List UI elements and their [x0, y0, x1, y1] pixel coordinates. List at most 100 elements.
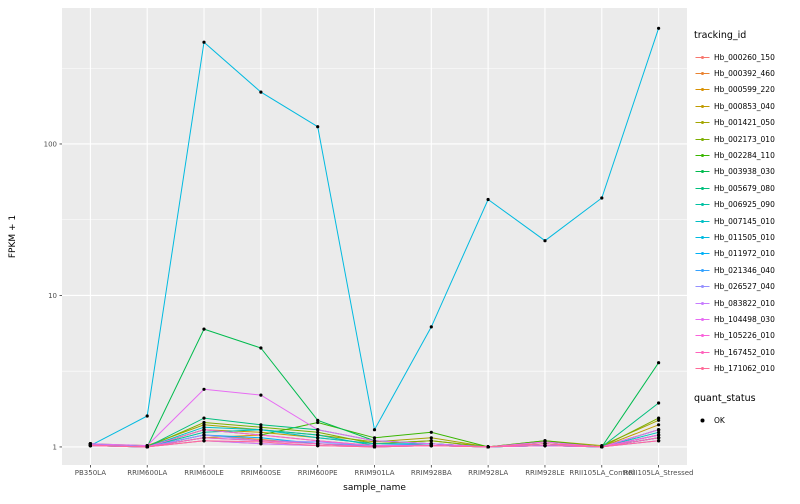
data-point — [316, 433, 320, 437]
legend-entry-label: Hb_083822_010 — [714, 298, 775, 308]
data-point — [657, 439, 661, 443]
data-points — [88, 26, 661, 449]
data-point — [202, 327, 206, 331]
data-point — [657, 26, 661, 30]
data-point — [202, 40, 206, 44]
legend-key-point-icon — [694, 412, 711, 429]
legend-entry-label: Hb_011972_010 — [714, 249, 775, 259]
legend-entry: Hb_105226_010 — [694, 328, 775, 344]
x-tick-label: RRIM600LA — [127, 469, 167, 477]
legend-entry-label: Hb_171062_010 — [714, 364, 775, 374]
data-point — [202, 436, 206, 440]
x-tick-label: RRIM600SE — [241, 469, 281, 477]
legend-entry: Hb_104498_030 — [694, 311, 775, 327]
y-axis-title: FPKM + 1 — [8, 215, 18, 258]
data-point — [316, 420, 320, 425]
data-point — [372, 436, 377, 440]
legend-entry: Hb_026527_040 — [694, 278, 775, 294]
data-point — [202, 423, 206, 427]
legend-entry: Hb_011972_010 — [694, 246, 775, 262]
legend-entry-label: Hb_000260_150 — [714, 52, 775, 62]
legend-key-line-icon — [694, 344, 711, 361]
gridlines — [62, 8, 687, 465]
legend-title-tracking-id: tracking_id — [694, 30, 747, 41]
y-tick-label: 1 — [53, 443, 57, 451]
legend-key-line-icon — [694, 147, 711, 164]
legend-entry: Hb_002284_110 — [694, 147, 775, 163]
legend: tracking_id Hb_000260_150 Hb_000392_460 Hb… — [694, 30, 775, 428]
legend-entry-label: Hb_006925_090 — [714, 200, 775, 210]
data-point — [259, 90, 263, 94]
legend-entry-label: Hb_005679_080 — [714, 183, 775, 193]
data-point — [429, 325, 433, 329]
data-point — [202, 439, 206, 443]
legend-entry: Hb_005679_080 — [694, 180, 775, 196]
legend-entry-label: Hb_000853_040 — [714, 101, 775, 111]
legend-key-line-icon — [694, 311, 711, 328]
data-point — [316, 439, 320, 443]
legend-entry: Hb_007145_010 — [694, 213, 775, 229]
data-point — [372, 445, 377, 449]
legend-key-line-icon — [694, 262, 711, 279]
legend-entry: Hb_001421_050 — [694, 115, 775, 131]
legend-key-line-icon — [694, 360, 711, 377]
x-axis-title: sample_name — [343, 483, 406, 493]
legend-entry: Hb_000599_220 — [694, 82, 775, 98]
data-point — [657, 436, 661, 440]
data-point — [259, 440, 263, 444]
legend-key-line-icon — [694, 131, 711, 148]
data-point — [316, 430, 320, 434]
data-point — [202, 430, 206, 434]
data-point — [259, 393, 263, 397]
legend-entry-quant: OK — [694, 412, 775, 428]
legend-key-line-icon — [694, 65, 711, 82]
legend-key-line-icon — [694, 278, 711, 295]
legend-entry: Hb_171062_010 — [694, 360, 775, 376]
y-tick-label: 10 — [48, 292, 57, 300]
tracking-id-legend-entries: Hb_000260_150 Hb_000392_460 Hb_000599_220 H… — [694, 49, 775, 377]
legend-key-line-icon — [694, 213, 711, 230]
data-point — [429, 430, 433, 434]
quant-status-legend-block: quant_status OK — [694, 393, 775, 428]
data-point — [202, 416, 206, 420]
data-point — [372, 428, 377, 432]
x-tick-label: RRIM600LE — [184, 469, 224, 477]
legend-key-line-icon — [694, 229, 711, 246]
legend-entry-label: Hb_003938_030 — [714, 167, 775, 177]
data-point — [657, 423, 661, 427]
data-point — [316, 418, 320, 422]
data-point — [486, 197, 490, 202]
data-point — [259, 346, 263, 350]
y-tick-label: 100 — [44, 140, 57, 148]
legend-entry: Hb_000853_040 — [694, 98, 775, 114]
legend-key-line-icon — [694, 81, 711, 98]
data-point — [88, 444, 92, 448]
data-point — [259, 423, 263, 427]
data-point — [316, 125, 320, 129]
legend-entry-label: Hb_011505_010 — [714, 232, 775, 242]
x-tick-label: PB350LA — [75, 469, 106, 477]
legend-entry: Hb_006925_090 — [694, 197, 775, 213]
legend-key-line-icon — [694, 98, 711, 115]
x-tick-label: RRIM928LA — [468, 469, 508, 477]
quant-status-legend-entries: OK — [694, 412, 775, 428]
x-tick-label: RRIM928LE — [525, 469, 565, 477]
x-tick-label: RRIM928BA — [411, 469, 452, 477]
data-point — [543, 442, 547, 446]
legend-key-line-icon — [694, 327, 711, 344]
legend-entry: Hb_083822_010 — [694, 295, 775, 311]
data-point — [202, 387, 206, 391]
data-point — [259, 428, 263, 432]
data-point — [657, 401, 661, 405]
x-tick-label: RRII105LA_Stressed — [624, 469, 694, 477]
data-point — [145, 445, 149, 449]
legend-entry-label: Hb_007145_010 — [714, 216, 775, 226]
axis-ticks: 1 10 100 PB350LA RRIM600LA RRIM600LE RRIM600SE… — [44, 140, 694, 477]
legend-entry: Hb_167452_010 — [694, 344, 775, 360]
legend-entry: Hb_011505_010 — [694, 229, 775, 245]
legend-entry-label: Hb_104498_030 — [714, 314, 775, 324]
legend-entry-label: Hb_002173_010 — [714, 134, 775, 144]
data-point — [202, 425, 206, 429]
